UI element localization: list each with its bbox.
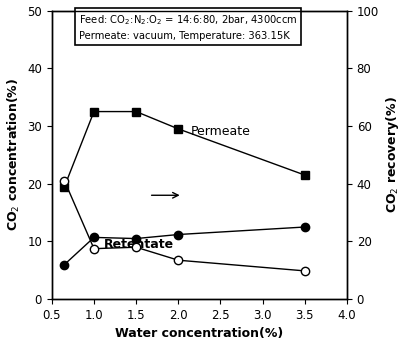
Text: Feed: CO$_2$:N$_2$:O$_2$ = 14:6:80, 2bar, 4300ccm
Permeate: vacuum, Temperature:: Feed: CO$_2$:N$_2$:O$_2$ = 14:6:80, 2bar…	[79, 13, 298, 41]
Text: Retentate: Retentate	[104, 238, 174, 252]
Y-axis label: CO$_2$ concentration(%): CO$_2$ concentration(%)	[6, 78, 22, 231]
Text: Permeate: Permeate	[191, 125, 251, 138]
X-axis label: Water concentration(%): Water concentration(%)	[115, 327, 284, 340]
Y-axis label: CO$_2$ recovery(%): CO$_2$ recovery(%)	[385, 97, 401, 213]
